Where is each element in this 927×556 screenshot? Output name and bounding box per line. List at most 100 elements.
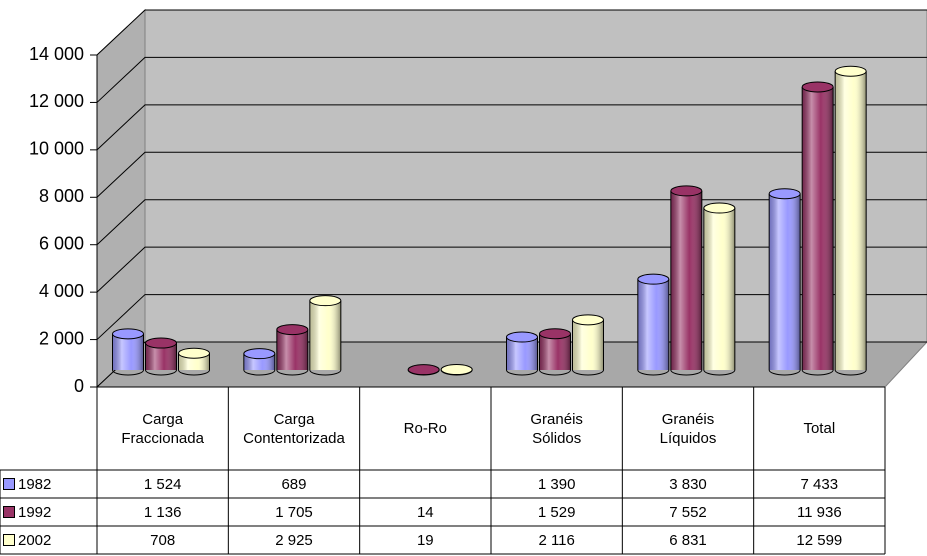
legend-entry: 1992 <box>0 498 97 526</box>
bar <box>703 202 736 376</box>
bar <box>834 65 867 376</box>
y-tick-label: 6 000 <box>39 233 84 253</box>
bar-outline <box>309 300 342 376</box>
bar <box>506 331 538 376</box>
bar-top <box>768 188 801 200</box>
y-tick-label: 8 000 <box>39 186 84 206</box>
y-tick-label: 12 000 <box>29 91 84 111</box>
y-tick-label: 10 000 <box>29 139 84 159</box>
table-value: 1 390 <box>537 475 576 493</box>
bar <box>572 314 604 376</box>
legend-swatch <box>3 506 15 518</box>
bar <box>801 81 834 376</box>
bar-outline <box>145 343 177 376</box>
bar-shade <box>670 190 702 370</box>
y-tick-label: 4 000 <box>39 281 84 301</box>
grid <box>96 9 927 388</box>
category-label: Carga Contentorizada <box>243 410 345 447</box>
bar-shade <box>703 208 735 370</box>
table-lines <box>0 386 886 555</box>
bar-top <box>243 348 276 360</box>
bar <box>539 328 571 376</box>
table-value: 2 116 <box>538 531 575 549</box>
bar-top <box>834 65 867 77</box>
table-value: 1 136 <box>143 503 182 521</box>
bar-shade <box>309 300 341 370</box>
bar <box>407 364 440 376</box>
table-value: 708 <box>150 531 176 549</box>
bar <box>637 273 670 376</box>
bar-top <box>112 328 144 340</box>
bar-outline <box>178 353 210 376</box>
bar <box>112 328 144 376</box>
category-label: Total <box>803 420 836 437</box>
bar-outline <box>243 353 276 376</box>
bar-top <box>440 364 473 376</box>
legend-entry: 1982 <box>0 470 97 498</box>
bar-top <box>670 185 703 197</box>
bar-outline <box>112 333 144 376</box>
table-value: 1 705 <box>275 503 313 521</box>
table-value: 1 524 <box>143 475 182 493</box>
bar-outline <box>506 337 538 376</box>
bar <box>440 364 473 376</box>
y-tick-label: 2 000 <box>39 328 84 348</box>
bar-shade <box>112 333 144 370</box>
legend-swatch <box>3 478 15 490</box>
table-value: 2 925 <box>275 531 313 549</box>
bars <box>112 65 867 376</box>
bar <box>145 337 177 376</box>
legend-label: 1992 <box>18 503 52 521</box>
category-label: Ro-Ro <box>403 420 447 437</box>
grid-line <box>96 104 927 151</box>
table-value: 7 433 <box>800 475 839 493</box>
table-value: 14 <box>416 503 434 521</box>
bar-top <box>703 202 736 214</box>
bar-outline <box>670 190 703 376</box>
legend-entry: 2002 <box>0 526 97 554</box>
bar-top <box>276 324 309 336</box>
table-value: 1 529 <box>537 503 576 521</box>
table-value: 19 <box>416 531 434 549</box>
y-tick-label: 14 000 <box>29 44 84 64</box>
bar-shade <box>276 329 308 370</box>
bar-outline <box>768 193 801 376</box>
bar-shade <box>835 71 867 370</box>
category-label: Granéis Líquidos <box>659 410 717 447</box>
grid-line <box>96 9 927 56</box>
bar-outline <box>276 329 309 376</box>
bar-shade <box>637 279 669 370</box>
table-value: 3 830 <box>669 475 707 493</box>
category-label: Carga Fraccionada <box>121 410 204 447</box>
bar-outline <box>572 319 604 376</box>
bar-top <box>178 347 210 359</box>
bar-top <box>145 337 177 349</box>
bar-shade <box>802 86 834 370</box>
bar-top <box>506 331 538 343</box>
bar-top <box>407 364 440 376</box>
bar-top <box>572 314 604 326</box>
bar <box>309 295 342 376</box>
bar-outline <box>834 71 867 376</box>
bar <box>243 348 276 376</box>
category-label: Granéis Sólidos <box>530 410 583 447</box>
bar <box>768 188 801 376</box>
table-value: 7 552 <box>669 503 707 521</box>
bar-top <box>637 273 670 285</box>
bar-shade <box>769 193 801 370</box>
table-value: 6 831 <box>669 531 707 549</box>
bar-outline <box>539 333 571 376</box>
grid-line <box>96 56 927 103</box>
bar-top <box>309 295 342 307</box>
grid-line <box>96 199 927 246</box>
bar-shade <box>539 333 571 370</box>
bar-shade <box>572 319 604 370</box>
legend-swatch <box>3 534 15 546</box>
table-value: 689 <box>281 475 307 493</box>
grid-line <box>96 151 927 198</box>
bar <box>670 185 703 376</box>
bar <box>178 347 210 376</box>
grid-line <box>96 246 927 293</box>
